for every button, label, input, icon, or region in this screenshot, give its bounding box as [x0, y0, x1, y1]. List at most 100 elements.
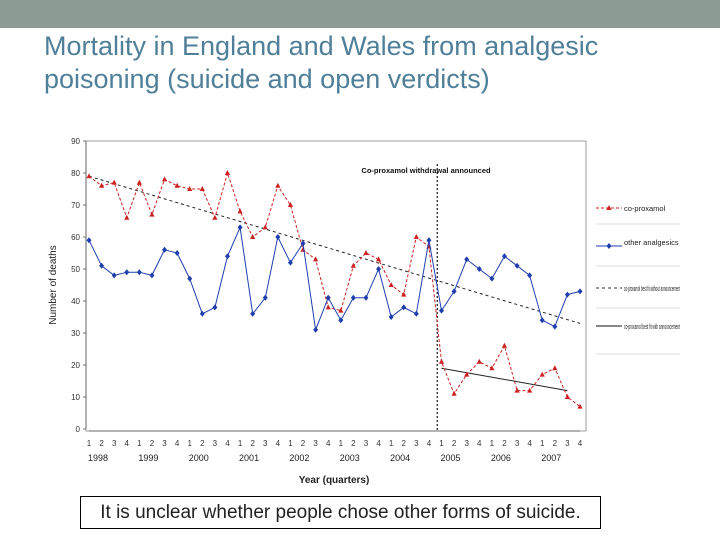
x-quarter-label: 4 [125, 439, 130, 448]
x-quarter-label: 3 [515, 439, 520, 448]
x-quarter-label: 4 [175, 439, 180, 448]
data-point-other [136, 269, 142, 276]
data-point-coproxamol [552, 365, 558, 371]
data-point-coproxamol [212, 214, 218, 220]
data-point-other [501, 253, 507, 260]
data-point-other [539, 317, 545, 324]
x-quarter-label: 3 [414, 439, 419, 448]
x-quarter-label: 3 [313, 439, 318, 448]
data-point-coproxamol [86, 173, 92, 179]
data-point-other [376, 266, 382, 272]
x-quarter-label: 1 [137, 439, 142, 448]
data-point-other [338, 317, 344, 324]
data-point-other [527, 272, 533, 279]
data-point-other [577, 288, 583, 295]
chart-container: 0 10 20 30 40 50 60 70 80 90 Number of deaths 1 2 3 4 1… [44, 136, 686, 492]
x-quarter-label: 2 [250, 439, 255, 448]
legend-label-coproxamol: co-proxamol [624, 204, 666, 213]
data-point-coproxamol [124, 214, 130, 220]
x-quarter-label: 4 [276, 439, 281, 448]
slide-top-bar [0, 0, 720, 28]
data-point-coproxamol [237, 208, 243, 214]
data-point-other [439, 307, 445, 314]
data-point-other [300, 240, 306, 247]
x-quarter-label: 3 [112, 439, 117, 448]
x-quarter-label: 1 [288, 439, 293, 448]
data-point-coproxamol [564, 394, 571, 399]
y-tick-label: 0 [76, 425, 81, 434]
x-quarter-label: 4 [427, 439, 432, 448]
data-point-coproxamol [514, 387, 520, 393]
data-point-other [199, 310, 205, 317]
data-point-other [187, 275, 193, 282]
data-point-other [224, 253, 230, 260]
data-point-other [388, 314, 394, 320]
y-tick-label: 30 [71, 329, 80, 338]
legend-label-other: other analgesics [624, 238, 679, 247]
data-point-other [451, 288, 457, 295]
x-quarter-label: 4 [578, 439, 583, 448]
data-point-other [313, 326, 319, 333]
x-year-label: 2007 [541, 453, 561, 463]
withdrawal-annotation-line1: Co-proxamol withdrawal announced [361, 166, 491, 175]
data-point-coproxamol [489, 365, 495, 371]
data-point-coproxamol [577, 403, 583, 409]
data-point-coproxamol [338, 307, 344, 313]
x-quarter-label: 1 [238, 439, 243, 448]
y-tick-label: 50 [71, 265, 80, 274]
caption-box: It is unclear whether people chose other… [80, 496, 601, 529]
x-axis-title: Year (quarters) [299, 475, 370, 486]
data-point-other [350, 294, 356, 301]
data-point-coproxamol [375, 256, 382, 262]
x-quarter-label: 1 [187, 439, 192, 448]
data-point-other [174, 250, 180, 256]
data-point-other [476, 266, 482, 272]
data-point-coproxamol [136, 179, 142, 185]
data-point-coproxamol [527, 387, 533, 393]
x-year-label: 2001 [239, 453, 259, 463]
data-point-other [149, 272, 155, 279]
x-year-label: 1999 [138, 453, 158, 463]
data-point-other [426, 237, 432, 244]
legend-label-fit-without: co-proxamol best fit without announcemen… [624, 286, 680, 293]
data-point-other [99, 262, 105, 269]
x-year-label: 2005 [440, 453, 460, 463]
legend-label-fit-with: co-proxamol best fit with announcement [624, 324, 680, 331]
data-point-coproxamol [539, 371, 545, 377]
x-quarter-label: 2 [553, 439, 558, 448]
x-quarter-label: 1 [389, 439, 394, 448]
y-tick-label: 40 [71, 297, 80, 306]
x-quarter-label: 4 [326, 439, 331, 448]
data-point-coproxamol [111, 179, 117, 185]
data-point-coproxamol [174, 182, 180, 188]
data-point-other [275, 234, 281, 240]
x-quarter-label: 1 [439, 439, 444, 448]
data-point-other [212, 304, 218, 311]
data-point-other [489, 275, 495, 282]
x-quarter-label: 3 [162, 439, 167, 448]
y-tick-label: 70 [71, 201, 80, 210]
data-point-coproxamol [224, 170, 231, 175]
plot-area [85, 140, 587, 432]
series-line-1 [88, 225, 581, 332]
x-quarter-label: 4 [225, 439, 230, 448]
x-quarter-label: 1 [540, 439, 545, 448]
legend-marker-other [606, 243, 612, 249]
data-point-other [564, 291, 570, 298]
x-quarter-label: 2 [99, 439, 104, 448]
data-point-coproxamol [325, 304, 331, 310]
x-quarter-label: 2 [301, 439, 306, 448]
x-year-label: 2002 [289, 453, 309, 463]
data-point-other [401, 304, 407, 311]
data-point-other [413, 310, 419, 317]
data-point-other [124, 269, 130, 276]
data-point-coproxamol [413, 234, 419, 239]
data-point-other [86, 237, 92, 244]
x-year-label: 1998 [88, 453, 108, 463]
x-year-label: 2003 [340, 453, 360, 463]
x-quarter-label: 3 [263, 439, 268, 448]
legend-marker-coproxamol [606, 205, 612, 210]
data-point-coproxamol [262, 224, 268, 230]
x-quarter-label: 2 [452, 439, 457, 448]
